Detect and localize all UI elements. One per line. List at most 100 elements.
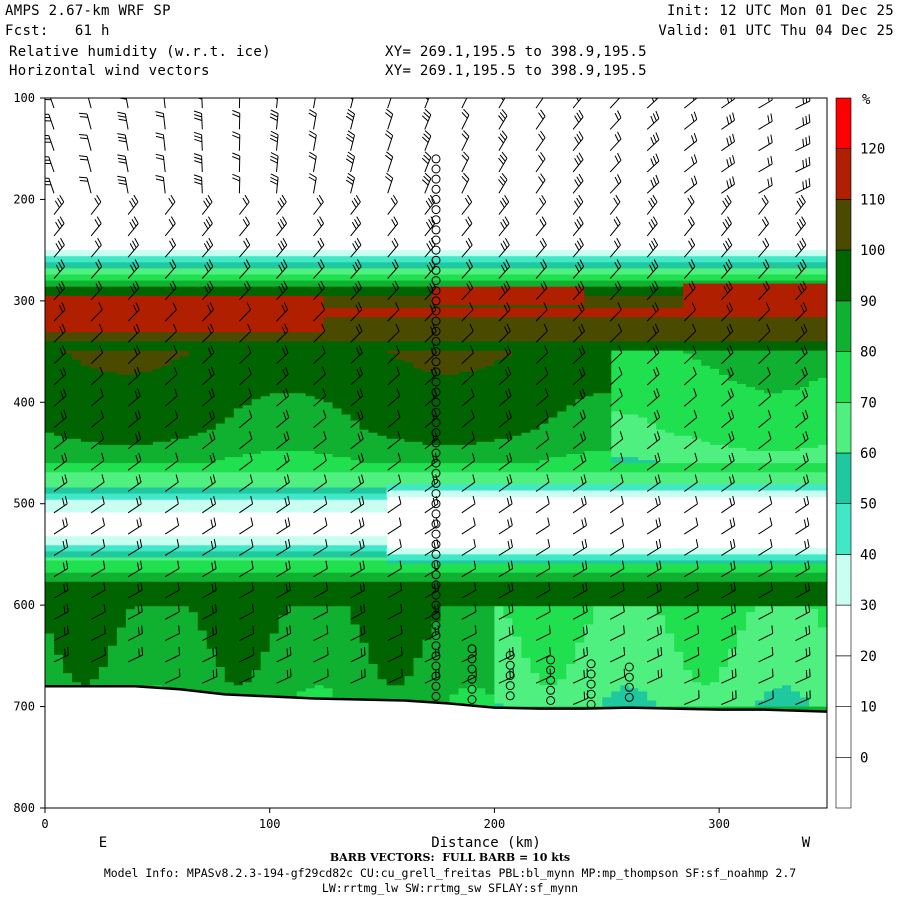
rh-cell — [72, 560, 82, 565]
rh-cell — [296, 393, 307, 397]
rh-cell — [54, 578, 64, 583]
rh-cell — [125, 642, 136, 647]
rh-cell — [197, 493, 208, 498]
rh-cell — [134, 323, 145, 327]
rh-cell — [224, 341, 235, 345]
rh-cell — [179, 402, 190, 406]
rh-cell — [215, 308, 226, 312]
rh-cell — [206, 326, 217, 330]
rh-cell — [242, 295, 253, 300]
rh-cell — [81, 341, 91, 345]
rh-cell — [161, 545, 172, 549]
rh-cell — [152, 265, 163, 269]
rh-cell — [134, 314, 145, 318]
rh-cell — [242, 353, 253, 358]
rh-cell — [125, 612, 136, 616]
rh-cell — [206, 323, 217, 327]
rh-cell — [134, 618, 145, 622]
rh-cell — [72, 314, 82, 318]
rh-cell — [107, 557, 118, 562]
rh-cell — [233, 368, 244, 373]
rh-cell — [224, 575, 235, 580]
rh-cell — [81, 670, 91, 674]
rh-cell — [179, 423, 190, 428]
rh-cell — [152, 648, 163, 653]
rh-cell — [278, 597, 289, 601]
rh-cell — [72, 283, 82, 288]
rh-cell — [224, 387, 235, 391]
rh-cell — [224, 286, 235, 291]
rh-cell — [206, 493, 217, 498]
rh-cell — [260, 396, 271, 400]
rh-cell — [242, 444, 253, 449]
rh-cell — [287, 688, 298, 692]
rh-cell — [170, 584, 181, 589]
rh-cell — [251, 326, 262, 330]
rh-cell — [170, 536, 181, 540]
rh-cell — [278, 657, 289, 662]
rh-cell — [269, 615, 280, 619]
rh-cell — [89, 587, 100, 592]
rh-cell — [45, 259, 55, 263]
rh-cell — [89, 265, 100, 269]
rh-cell — [170, 560, 181, 565]
rh-cell — [63, 664, 73, 668]
rh-cell — [278, 317, 289, 321]
rh-cell — [269, 560, 280, 565]
rh-cell — [72, 359, 82, 364]
rh-cell — [224, 402, 235, 406]
rh-cell — [125, 569, 136, 574]
rh-cell — [296, 377, 307, 382]
rh-cell — [116, 539, 127, 543]
rh-cell — [188, 575, 199, 580]
rh-cell — [98, 673, 109, 677]
rh-cell — [125, 408, 136, 412]
rh-cell — [179, 447, 190, 452]
rh-cell — [215, 362, 226, 367]
rh-cell — [170, 338, 181, 342]
rh-cell — [45, 636, 55, 641]
rh-cell — [260, 423, 271, 428]
rh-cell — [179, 271, 190, 275]
rh-cell — [251, 487, 262, 492]
rh-cell — [107, 408, 118, 412]
rh-cell — [287, 280, 298, 285]
rh-cell — [134, 411, 145, 415]
rh-cell — [152, 673, 163, 677]
rh-cell — [233, 460, 244, 464]
rh-cell — [296, 308, 307, 312]
rh-cell — [107, 426, 118, 431]
rh-cell — [188, 469, 199, 473]
rh-cell — [81, 536, 91, 540]
rh-cell — [260, 429, 271, 434]
rh-cell — [215, 673, 226, 677]
rh-cell — [224, 493, 235, 498]
rh-cell — [63, 572, 73, 577]
rh-cell — [269, 377, 280, 382]
rh-cell — [251, 347, 262, 352]
rh-cell — [152, 645, 163, 650]
rh-cell — [45, 362, 55, 367]
rh-cell — [233, 569, 244, 574]
rh-cell — [179, 682, 190, 686]
rh-cell — [89, 575, 100, 580]
rh-cell — [45, 621, 55, 625]
rh-cell — [89, 438, 100, 443]
rh-cell — [170, 627, 181, 632]
rh-cell — [269, 670, 280, 674]
rh-cell — [242, 581, 253, 586]
rh-cell — [134, 575, 145, 580]
rh-cell — [233, 499, 244, 504]
rh-cell — [125, 682, 136, 686]
rh-cell — [143, 624, 154, 628]
rh-cell — [134, 311, 145, 315]
rh-cell — [125, 447, 136, 452]
rh-cell — [197, 314, 208, 318]
rh-cell — [251, 587, 262, 592]
rh-cell — [143, 347, 154, 352]
rh-cell — [89, 502, 100, 507]
rh-cell — [206, 317, 217, 321]
rh-cell — [116, 563, 127, 568]
rh-cell — [81, 438, 91, 443]
rh-cell — [116, 268, 127, 272]
